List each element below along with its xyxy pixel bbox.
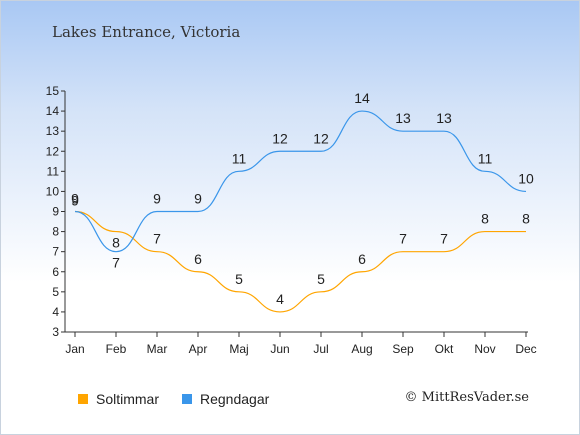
data-label-regndagar: 12 bbox=[272, 130, 288, 146]
legend-swatch-regndagar bbox=[182, 394, 192, 404]
data-label-regndagar: 9 bbox=[153, 191, 161, 207]
data-label-soltimmar: 6 bbox=[358, 251, 366, 267]
x-tick-label: Okt bbox=[435, 342, 454, 356]
chart-title: Lakes Entrance, Victoria bbox=[52, 23, 241, 41]
data-label-soltimmar: 7 bbox=[153, 231, 161, 247]
x-tick-label: Feb bbox=[106, 342, 127, 356]
data-label-regndagar: 9 bbox=[194, 191, 202, 207]
series-line-regndagar bbox=[74, 110, 527, 253]
y-tick-label: 12 bbox=[46, 144, 60, 158]
copyright-text: © MittResVader.se bbox=[404, 390, 529, 405]
legend-item-regndagar: Regndagar bbox=[182, 390, 269, 408]
legend-swatch-soltimmar bbox=[78, 394, 88, 404]
x-tick-label: Jul bbox=[313, 342, 328, 356]
data-label-soltimmar: 5 bbox=[235, 271, 243, 287]
data-label-regndagar: 12 bbox=[313, 130, 329, 146]
data-label-soltimmar: 9 bbox=[71, 193, 79, 209]
x-tick-label: Sep bbox=[392, 342, 414, 356]
y-tick-label: 11 bbox=[47, 164, 60, 178]
data-label-soltimmar: 4 bbox=[276, 291, 284, 307]
data-label-soltimmar: 8 bbox=[522, 211, 530, 227]
data-label-regndagar: 9 bbox=[71, 191, 79, 207]
data-label-regndagar: 10 bbox=[518, 170, 534, 186]
x-tick-label: Mar bbox=[147, 342, 168, 356]
x-tick-label: Maj bbox=[229, 342, 248, 356]
data-label-soltimmar: 8 bbox=[481, 211, 489, 227]
series-line-soltimmar bbox=[74, 210, 526, 313]
data-label-regndagar: 14 bbox=[354, 90, 370, 106]
y-tick-label: 8 bbox=[52, 225, 59, 239]
data-label-regndagar: 13 bbox=[436, 110, 452, 126]
y-tick-label: 5 bbox=[52, 285, 59, 299]
data-label-regndagar: 13 bbox=[395, 110, 411, 126]
x-tick-label: Dec bbox=[515, 342, 536, 356]
x-tick-label: Jun bbox=[270, 342, 289, 356]
x-tick-label: Aug bbox=[351, 342, 372, 356]
data-label-soltimmar: 6 bbox=[194, 251, 202, 267]
y-tick-label: 13 bbox=[46, 124, 60, 138]
x-tick-label: Nov bbox=[474, 342, 495, 356]
x-tick-label: Jan bbox=[65, 342, 84, 356]
data-label-regndagar: 11 bbox=[232, 150, 247, 166]
y-tick-label: 9 bbox=[52, 205, 59, 219]
x-tick-label: Apr bbox=[189, 342, 208, 356]
data-label-soltimmar: 7 bbox=[399, 231, 407, 247]
data-label-soltimmar: 7 bbox=[440, 231, 448, 247]
legend-item-soltimmar: Soltimmar bbox=[78, 390, 159, 408]
y-tick-label: 4 bbox=[52, 305, 59, 319]
legend-label-regndagar: Regndagar bbox=[200, 391, 270, 407]
y-tick-label: 10 bbox=[46, 184, 60, 198]
y-tick-label: 3 bbox=[52, 325, 59, 339]
y-tick-label: 6 bbox=[52, 265, 59, 279]
data-label-regndagar: 7 bbox=[112, 255, 120, 271]
y-tick-label: 7 bbox=[52, 245, 59, 259]
data-label-soltimmar: 5 bbox=[317, 271, 325, 287]
y-tick-label: 15 bbox=[46, 84, 60, 98]
data-label-soltimmar: 8 bbox=[112, 235, 120, 251]
legend-label-soltimmar: Soltimmar bbox=[96, 391, 160, 407]
y-tick-label: 14 bbox=[46, 104, 60, 118]
data-label-regndagar: 11 bbox=[478, 150, 493, 166]
